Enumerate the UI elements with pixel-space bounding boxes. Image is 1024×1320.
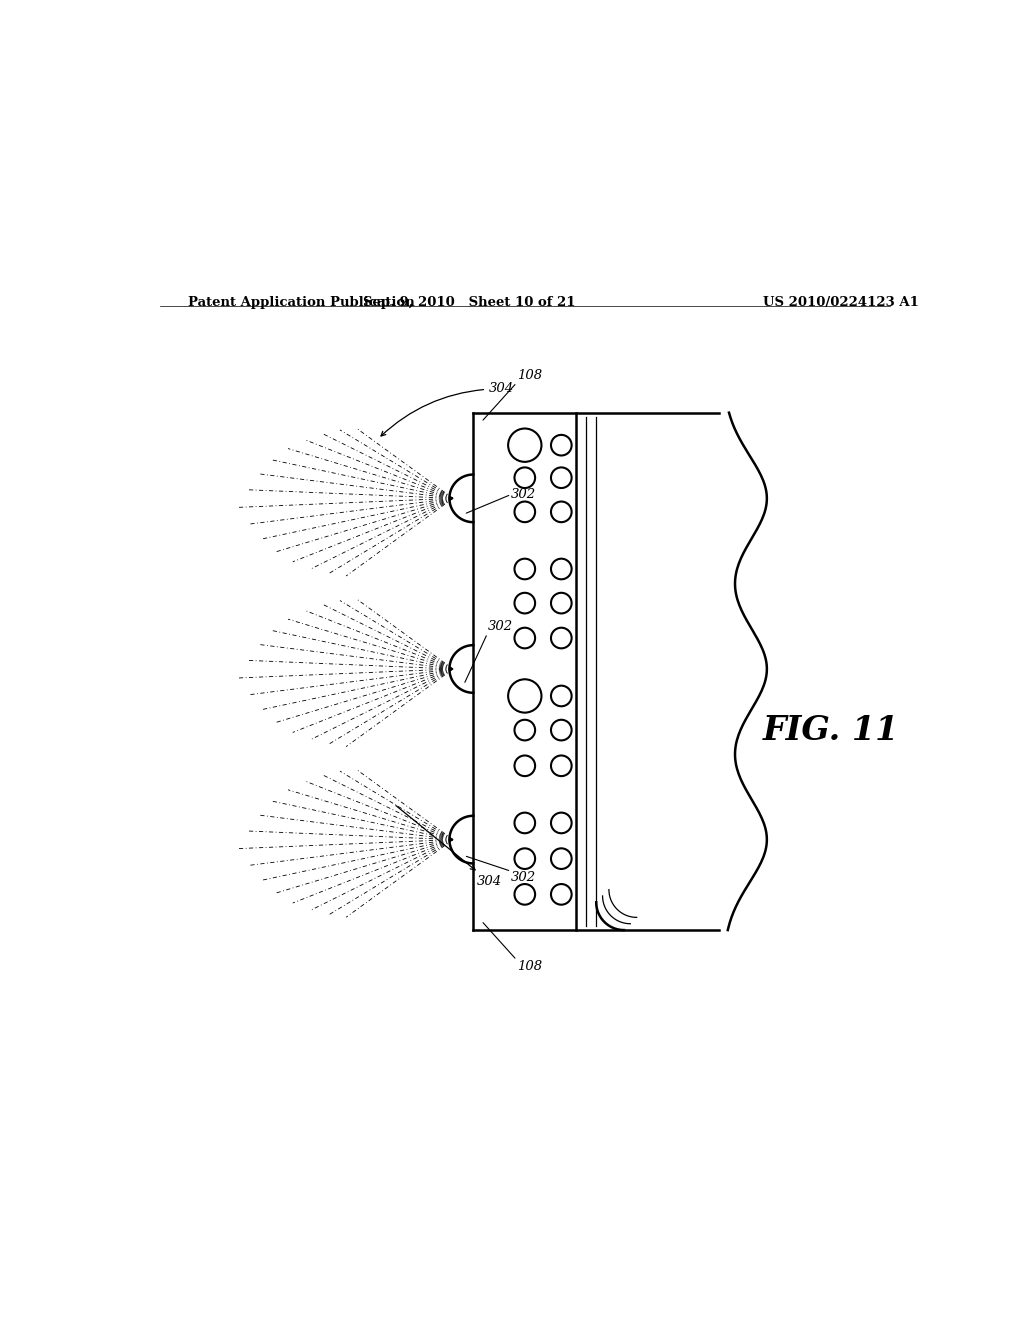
Text: 108: 108 (517, 960, 542, 973)
Text: FIG. 11: FIG. 11 (763, 714, 899, 747)
Text: 302: 302 (487, 620, 513, 634)
Text: 108: 108 (517, 370, 542, 383)
Text: 304: 304 (396, 805, 503, 888)
Text: US 2010/0224123 A1: US 2010/0224123 A1 (763, 296, 919, 309)
Text: 302: 302 (511, 871, 537, 884)
Text: 302: 302 (511, 488, 537, 500)
Text: 304: 304 (381, 383, 514, 436)
Text: Patent Application Publication: Patent Application Publication (187, 296, 415, 309)
Text: Sep. 9, 2010   Sheet 10 of 21: Sep. 9, 2010 Sheet 10 of 21 (362, 296, 575, 309)
